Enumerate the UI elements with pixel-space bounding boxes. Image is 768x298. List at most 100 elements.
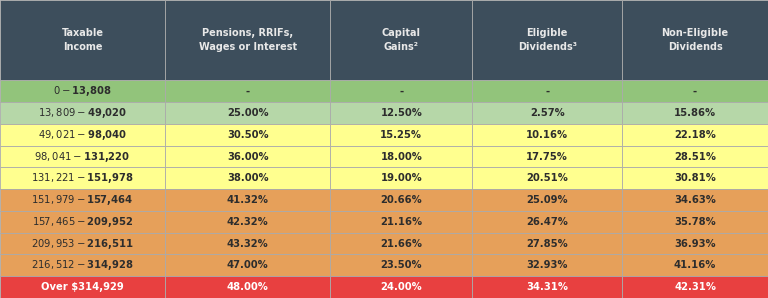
Text: 35.78%: 35.78% (674, 217, 716, 227)
Text: 19.00%: 19.00% (380, 173, 422, 183)
Text: 24.00%: 24.00% (380, 282, 422, 292)
Text: $216,512 - $314,928: $216,512 - $314,928 (31, 258, 134, 272)
Text: 18.00%: 18.00% (380, 152, 422, 162)
Bar (0, 189, 165, 211)
Text: $209,953 - $216,511: $209,953 - $216,511 (31, 237, 134, 251)
Text: 25.09%: 25.09% (526, 195, 568, 205)
Text: $157,465 - $209,952: $157,465 - $209,952 (31, 215, 134, 229)
Bar (622, 102, 768, 124)
Bar (622, 80, 768, 102)
Bar (622, 189, 768, 211)
Bar (165, 189, 330, 211)
Text: $13,809 - $49,020: $13,809 - $49,020 (38, 106, 127, 120)
Bar (0, 233, 165, 254)
Text: 21.16%: 21.16% (380, 217, 422, 227)
Text: 15.25%: 15.25% (380, 130, 422, 140)
Text: -: - (545, 86, 549, 96)
Text: 42.32%: 42.32% (227, 217, 269, 227)
Bar (622, 167, 768, 189)
Bar (0, 102, 165, 124)
Text: 23.50%: 23.50% (380, 260, 422, 270)
Text: 2.57%: 2.57% (530, 108, 564, 118)
Text: -: - (246, 86, 250, 96)
Text: Non-Eligible
Dividends: Non-Eligible Dividends (661, 28, 729, 52)
Text: -: - (693, 86, 697, 96)
Text: 30.50%: 30.50% (227, 130, 269, 140)
Text: 34.63%: 34.63% (674, 195, 716, 205)
Text: 10.16%: 10.16% (526, 130, 568, 140)
Text: 43.32%: 43.32% (227, 239, 269, 249)
Bar (472, 146, 622, 167)
Bar (622, 124, 768, 146)
Bar (472, 211, 622, 233)
Bar (622, 276, 768, 298)
Bar (330, 189, 472, 211)
Text: 22.18%: 22.18% (674, 130, 716, 140)
Bar (165, 146, 330, 167)
Bar (0, 146, 165, 167)
Bar (0, 254, 165, 276)
Bar (0, 167, 165, 189)
Text: Over $314,929: Over $314,929 (41, 282, 124, 292)
Bar (472, 80, 622, 102)
Text: $151,979 - $157,464: $151,979 - $157,464 (31, 193, 134, 207)
Bar (622, 233, 768, 254)
Text: 20.51%: 20.51% (526, 173, 568, 183)
Text: 20.66%: 20.66% (380, 195, 422, 205)
Bar (165, 102, 330, 124)
Text: 41.32%: 41.32% (227, 195, 269, 205)
Bar (165, 0, 330, 80)
Text: 25.00%: 25.00% (227, 108, 269, 118)
Text: $131,221 - $151,978: $131,221 - $151,978 (31, 171, 134, 185)
Text: 21.66%: 21.66% (380, 239, 422, 249)
Bar (0, 0, 165, 80)
Bar (165, 233, 330, 254)
Text: 47.00%: 47.00% (227, 260, 269, 270)
Bar (622, 146, 768, 167)
Bar (330, 102, 472, 124)
Bar (622, 254, 768, 276)
Text: 30.81%: 30.81% (674, 173, 716, 183)
Bar (0, 211, 165, 233)
Text: $0 - $13,808: $0 - $13,808 (53, 84, 112, 98)
Text: 12.50%: 12.50% (380, 108, 422, 118)
Text: 17.75%: 17.75% (526, 152, 568, 162)
Text: -: - (399, 86, 403, 96)
Bar (330, 146, 472, 167)
Bar (165, 254, 330, 276)
Bar (622, 211, 768, 233)
Bar (330, 80, 472, 102)
Bar (0, 80, 165, 102)
Bar (472, 102, 622, 124)
Bar (472, 189, 622, 211)
Text: Taxable
Income: Taxable Income (61, 28, 104, 52)
Bar (472, 233, 622, 254)
Bar (330, 0, 472, 80)
Text: 36.00%: 36.00% (227, 152, 269, 162)
Bar (330, 124, 472, 146)
Text: $49,021 - $98,040: $49,021 - $98,040 (38, 128, 127, 142)
Bar (472, 167, 622, 189)
Bar (330, 276, 472, 298)
Bar (165, 167, 330, 189)
Bar (330, 167, 472, 189)
Bar (472, 254, 622, 276)
Bar (0, 276, 165, 298)
Text: 38.00%: 38.00% (227, 173, 269, 183)
Text: Capital
Gains²: Capital Gains² (382, 28, 421, 52)
Bar (165, 80, 330, 102)
Bar (330, 211, 472, 233)
Text: $98,041 - $131,220: $98,041 - $131,220 (35, 150, 131, 164)
Bar (622, 0, 768, 80)
Text: Pensions, RRIFs,
Wages or Interest: Pensions, RRIFs, Wages or Interest (199, 28, 296, 52)
Text: 28.51%: 28.51% (674, 152, 716, 162)
Bar (472, 124, 622, 146)
Text: 15.86%: 15.86% (674, 108, 716, 118)
Text: 32.93%: 32.93% (526, 260, 568, 270)
Bar (165, 276, 330, 298)
Bar (472, 276, 622, 298)
Bar (0, 124, 165, 146)
Text: 48.00%: 48.00% (227, 282, 269, 292)
Text: 34.31%: 34.31% (526, 282, 568, 292)
Text: 42.31%: 42.31% (674, 282, 716, 292)
